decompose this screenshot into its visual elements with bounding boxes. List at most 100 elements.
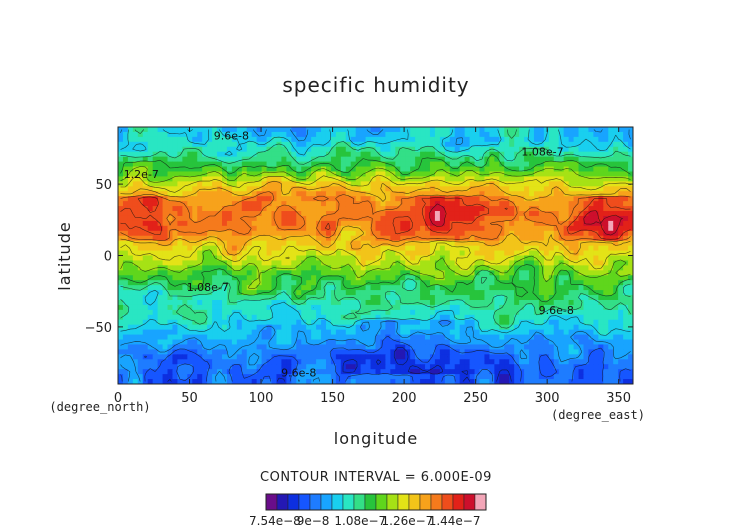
- heatmap-cell: [454, 334, 461, 341]
- heatmap-cell: [355, 161, 362, 168]
- heatmap-cell: [405, 299, 411, 306]
- heatmap-cell: [266, 181, 273, 187]
- heatmap-cell: [459, 171, 466, 178]
- heatmap-cell: [306, 215, 312, 222]
- heatmap-cell: [434, 166, 441, 173]
- heatmap-cell: [538, 349, 545, 355]
- heatmap-cell: [246, 196, 253, 202]
- heatmap-cell: [395, 280, 401, 286]
- heatmap-cell: [192, 255, 198, 262]
- heatmap-cell: [464, 176, 471, 182]
- heatmap-cell: [122, 280, 129, 286]
- heatmap-cell: [217, 245, 223, 252]
- heatmap-cell: [375, 225, 382, 232]
- heatmap-cell: [202, 280, 208, 286]
- heatmap-cell: [618, 295, 624, 301]
- heatmap-cell: [598, 196, 604, 202]
- heatmap-cell: [118, 235, 124, 242]
- heatmap-cell: [454, 206, 461, 212]
- heatmap-cell: [365, 329, 372, 336]
- heatmap-cell: [558, 220, 565, 227]
- heatmap-cell: [197, 359, 203, 365]
- heatmap-cell: [459, 136, 466, 143]
- heatmap-cell: [593, 206, 599, 212]
- heatmap-cell: [291, 196, 297, 202]
- heatmap-cell: [499, 151, 505, 158]
- heatmap-cell: [370, 354, 377, 360]
- heatmap-cell: [425, 211, 431, 217]
- heatmap-cell: [321, 359, 327, 365]
- heatmap-cell: [484, 131, 490, 138]
- heatmap-cell: [578, 275, 585, 281]
- heatmap-cell: [122, 329, 129, 336]
- heatmap-cell: [449, 265, 456, 271]
- heatmap-cell: [142, 270, 149, 276]
- heatmap-cell: [434, 127, 441, 133]
- heatmap-cell: [548, 354, 555, 360]
- heatmap-cell: [533, 211, 540, 217]
- heatmap-cell: [291, 334, 297, 341]
- heatmap-cell: [548, 245, 555, 252]
- heatmap-cell: [132, 225, 139, 232]
- heatmap-cell: [469, 127, 476, 133]
- heatmap-cell: [251, 141, 258, 148]
- heatmap-cell: [147, 211, 154, 217]
- heatmap-cell: [484, 285, 490, 291]
- heatmap-cell: [118, 206, 124, 212]
- heatmap-cell: [360, 295, 367, 301]
- heatmap-cell: [360, 299, 367, 306]
- heatmap-cell: [553, 309, 560, 316]
- heatmap-cell: [484, 206, 490, 212]
- heatmap-cell: [340, 235, 347, 242]
- heatmap-cell: [449, 161, 456, 168]
- heatmap-cell: [335, 349, 342, 355]
- heatmap-cell: [434, 319, 441, 326]
- heatmap-cell: [568, 245, 575, 252]
- heatmap-cell: [533, 196, 540, 202]
- heatmap-cell: [311, 319, 317, 326]
- heatmap-cell: [583, 151, 590, 158]
- heatmap-cell: [365, 186, 372, 192]
- heatmap-cell: [415, 309, 421, 316]
- heatmap-cell: [202, 211, 208, 217]
- heatmap-cell: [360, 324, 367, 331]
- heatmap-cell: [543, 186, 550, 192]
- heatmap-cell: [400, 225, 406, 232]
- heatmap-cell: [439, 240, 446, 247]
- heatmap-cell: [380, 309, 386, 316]
- heatmap-cell: [415, 314, 421, 321]
- heatmap-cell: [172, 309, 179, 316]
- heatmap-cell: [439, 127, 446, 133]
- heatmap-cell: [395, 201, 401, 207]
- heatmap-cell: [221, 191, 228, 197]
- heatmap-cell: [538, 176, 545, 182]
- heatmap-cell: [489, 265, 495, 271]
- heatmap-cell: [192, 324, 198, 331]
- heatmap-cell: [519, 146, 525, 153]
- heatmap-cell: [533, 285, 540, 291]
- heatmap-cell: [236, 354, 243, 360]
- heatmap-cell: [583, 339, 590, 346]
- heatmap-cell: [429, 329, 436, 336]
- heatmap-cell: [132, 299, 139, 306]
- heatmap-cell: [207, 339, 213, 346]
- heatmap-cell: [410, 235, 416, 242]
- heatmap-cell: [350, 265, 357, 271]
- heatmap-cell: [197, 334, 203, 341]
- heatmap-cell: [241, 230, 248, 237]
- heatmap-cell: [281, 334, 287, 341]
- heatmap-cell: [504, 304, 510, 311]
- heatmap-cell: [504, 176, 510, 182]
- heatmap-cell: [370, 225, 377, 232]
- heatmap-cell: [350, 176, 357, 182]
- heatmap-cell: [390, 255, 396, 262]
- heatmap-cell: [459, 196, 466, 202]
- heatmap-cell: [350, 171, 357, 178]
- heatmap-cell: [464, 230, 471, 237]
- heatmap-cell: [241, 235, 248, 242]
- heatmap-cell: [380, 141, 386, 148]
- heatmap-cell: [167, 220, 174, 227]
- heatmap-cell: [385, 275, 391, 281]
- heatmap-cell: [380, 245, 386, 252]
- heatmap-cell: [350, 329, 357, 336]
